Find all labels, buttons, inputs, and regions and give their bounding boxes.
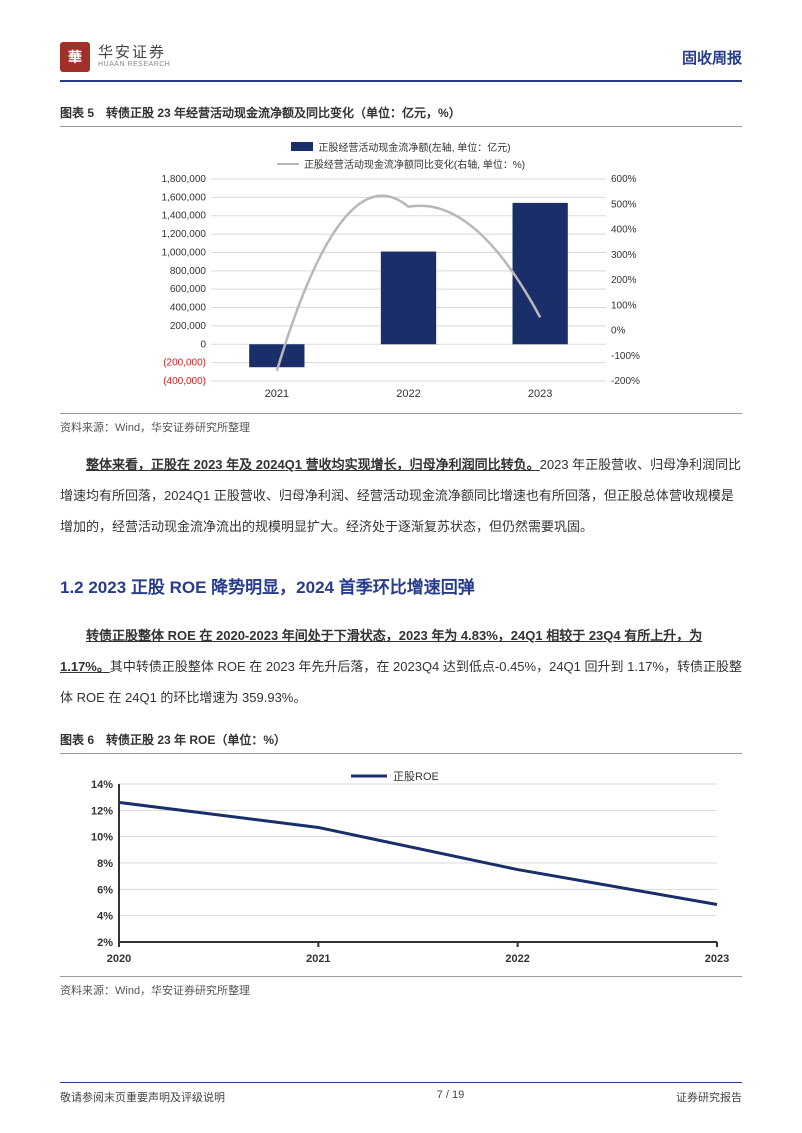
svg-text:8%: 8% <box>97 858 113 870</box>
logo-en: HUAAN RESEARCH <box>98 61 170 69</box>
svg-text:-200%: -200% <box>611 376 640 387</box>
para1-lead: 整体来看，正股在 2023 年及 2024Q1 营收均实现增长，归母净利润同比转… <box>86 457 540 472</box>
svg-text:-100%: -100% <box>611 351 640 362</box>
chart6-source: 资料来源：Wind，华安证券研究所整理 <box>60 976 742 998</box>
svg-text:500%: 500% <box>611 199 637 210</box>
svg-text:600%: 600% <box>611 174 637 185</box>
svg-text:正股ROE: 正股ROE <box>393 770 439 783</box>
chart5-legend-bar: 正股经营活动现金流净额(左轴, 单位：亿元) <box>318 139 510 154</box>
footer-left: 敬请参阅末页重要声明及评级说明 <box>60 1089 225 1105</box>
svg-text:1,800,000: 1,800,000 <box>162 174 207 185</box>
svg-text:0%: 0% <box>611 326 626 337</box>
chart5-legend-line: 正股经营活动现金流净额同比变化(右轴, 单位：%) <box>304 156 525 171</box>
svg-text:1,400,000: 1,400,000 <box>162 211 207 222</box>
section-heading-1-2: 1.2 2023 正股 ROE 降势明显，2024 首季环比增速回弹 <box>60 573 742 598</box>
svg-text:14%: 14% <box>91 779 113 791</box>
svg-text:2020: 2020 <box>107 953 131 965</box>
svg-text:2022: 2022 <box>505 953 529 965</box>
footer-center: 7 / 19 <box>437 1089 465 1105</box>
paragraph-1: 整体来看，正股在 2023 年及 2024Q1 营收均实现增长，归母净利润同比转… <box>60 449 742 543</box>
svg-text:400,000: 400,000 <box>170 303 207 314</box>
svg-text:1,600,000: 1,600,000 <box>162 192 207 203</box>
svg-text:2%: 2% <box>97 937 113 949</box>
chart6-svg: 2% 4% 6% 8% 10% 12% 14% 2020 2021 2022 2023 正股ROE <box>71 766 731 966</box>
svg-text:(200,000): (200,000) <box>163 358 206 369</box>
logo-cn: 华安证券 <box>98 45 170 62</box>
report-type: 固收周报 <box>682 47 742 68</box>
svg-text:2023: 2023 <box>705 953 729 965</box>
legend-bar-icon <box>291 142 313 151</box>
footer-right: 证券研究报告 <box>676 1089 742 1105</box>
svg-text:(400,000): (400,000) <box>163 376 206 387</box>
svg-text:800,000: 800,000 <box>170 266 207 277</box>
svg-text:400%: 400% <box>611 225 637 236</box>
svg-text:4%: 4% <box>97 911 113 923</box>
page-footer: 敬请参阅末页重要声明及评级说明 7 / 19 证券研究报告 <box>60 1082 742 1105</box>
svg-text:2023: 2023 <box>528 388 552 400</box>
svg-text:1,200,000: 1,200,000 <box>162 229 207 240</box>
svg-text:600,000: 600,000 <box>170 284 207 295</box>
svg-text:2021: 2021 <box>306 953 330 965</box>
svg-text:1,000,000: 1,000,000 <box>162 247 207 258</box>
svg-text:200,000: 200,000 <box>170 321 207 332</box>
page-header: 華 华安证券 HUAAN RESEARCH 固收周报 <box>60 42 742 82</box>
svg-text:0: 0 <box>200 339 206 350</box>
svg-text:300%: 300% <box>611 250 637 261</box>
svg-text:6%: 6% <box>97 884 113 896</box>
svg-text:12%: 12% <box>91 805 113 817</box>
chart5-svg: (400,000) (200,000) 0 200,000 400,000 600,000… <box>141 173 661 403</box>
chart5-source: 资料来源：Wind，华安证券研究所整理 <box>60 413 742 435</box>
chart6-title: 图表 6 转债正股 23 年 ROE（单位：%） <box>60 731 742 754</box>
svg-text:2022: 2022 <box>396 388 420 400</box>
chart5: 正股经营活动现金流净额(左轴, 单位：亿元) 正股经营活动现金流净额同比变化(右… <box>60 135 742 407</box>
legend-line-icon <box>277 163 299 165</box>
svg-text:100%: 100% <box>611 300 637 311</box>
logo-block: 華 华安证券 HUAAN RESEARCH <box>60 42 170 72</box>
paragraph-2: 转债正股整体 ROE 在 2020-2023 年间处于下滑状态，2023 年为 … <box>60 620 742 714</box>
para2-rest: 其中转债正股整体 ROE 在 2023 年先升后落，在 2023Q4 达到低点-… <box>60 659 742 705</box>
chart5-title: 图表 5 转债正股 23 年经营活动现金流净额及同比变化（单位：亿元，%） <box>60 104 742 127</box>
chart6: 2% 4% 6% 8% 10% 12% 14% 2020 2021 2022 2023 正股ROE <box>60 762 742 970</box>
logo-icon: 華 <box>60 42 90 72</box>
svg-text:200%: 200% <box>611 275 637 286</box>
chart5-legend: 正股经营活动现金流净额(左轴, 单位：亿元) <box>60 139 742 154</box>
svg-text:2021: 2021 <box>265 388 289 400</box>
svg-text:10%: 10% <box>91 832 113 844</box>
